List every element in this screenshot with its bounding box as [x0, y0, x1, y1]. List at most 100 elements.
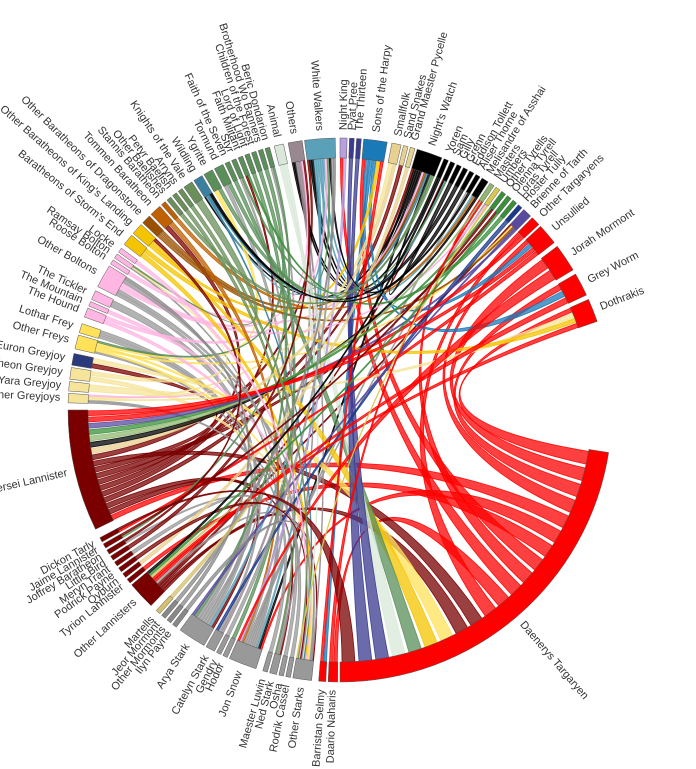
- arc-osha[interactable]: [278, 655, 288, 677]
- arc-sam[interactable]: [442, 161, 456, 182]
- arc-yara-greyjoy[interactable]: [68, 381, 90, 393]
- arc-ramsay-bolton[interactable]: [114, 253, 134, 270]
- arc-eddison-tollett[interactable]: [459, 170, 475, 192]
- arc-catelyn-stark[interactable]: [205, 628, 224, 652]
- arc-melisandre-of-asshai[interactable]: [471, 177, 489, 200]
- arc-other-targaryens[interactable]: [517, 217, 540, 239]
- label-sons-of-the-harpy: Sons of the Harpy: [371, 44, 394, 133]
- arc-maester-luwin[interactable]: [262, 651, 273, 673]
- arc-pyat-pree[interactable]: [348, 137, 355, 159]
- arc-jaime-lannister[interactable]: [102, 533, 124, 549]
- arc-the-thirteen[interactable]: [355, 138, 362, 160]
- arc-beric-dondarion[interactable]: [264, 146, 276, 169]
- arc-grenn[interactable]: [454, 167, 469, 188]
- arc-qyburn[interactable]: [122, 561, 142, 578]
- arc-wildling[interactable]: [193, 175, 213, 198]
- arc-other-mormonts[interactable]: [166, 604, 184, 624]
- arc-lord-of-light[interactable]: [244, 153, 257, 175]
- label-daenerys-targaryen: Daenerys Targaryen: [517, 619, 590, 702]
- arc-children-of-the-forest[interactable]: [251, 150, 263, 173]
- arc-baratheons-of-storm-s-end[interactable]: [123, 234, 148, 257]
- arc-little-bird[interactable]: [110, 545, 131, 561]
- chord-podrick-payne-other-starks: [134, 501, 308, 660]
- arc-arya-stark[interactable]: [179, 613, 215, 646]
- arc-faith-militant[interactable]: [237, 155, 251, 177]
- arc-ilyn-payne[interactable]: [172, 608, 189, 628]
- arc-other-baelishes[interactable]: [166, 196, 184, 216]
- arc-dothrakis[interactable]: [569, 299, 598, 329]
- arc-podrick-payne[interactable]: [118, 555, 138, 573]
- label-barristan-selmy: Barristan Selmy: [311, 689, 328, 768]
- arc-others[interactable]: [287, 140, 306, 163]
- arc-knights-of-the-vale[interactable]: [183, 181, 204, 204]
- arc-the-hound[interactable]: [84, 307, 107, 325]
- arc-martells[interactable]: [155, 595, 174, 615]
- arc-loras-tyrell[interactable]: [499, 199, 518, 219]
- arc-other-freys[interactable]: [74, 334, 99, 354]
- label-dothrakis: Dothrakis: [598, 284, 646, 312]
- arc-grand-maester-pycelle[interactable]: [404, 146, 416, 169]
- arc-rodrik-cassel[interactable]: [285, 656, 295, 678]
- arc-lothar-frey[interactable]: [78, 323, 102, 339]
- arc-barristan-selmy[interactable]: [318, 660, 328, 682]
- arc-roose-bolton[interactable]: [110, 259, 131, 275]
- arc-other-tyrells[interactable]: [489, 191, 506, 211]
- arc-ned-stark[interactable]: [269, 653, 282, 675]
- label-pyat-pree: Pyat Pree: [346, 82, 360, 131]
- arc-the-mountain[interactable]: [88, 301, 110, 314]
- arc-masters[interactable]: [478, 182, 495, 203]
- arc-other-baratheons-of-king-s-landing[interactable]: [132, 224, 157, 247]
- arc-stannis-baratheon[interactable]: [161, 201, 179, 221]
- arc-brotherhood-wo-banners[interactable]: [257, 148, 269, 170]
- arc-gilly[interactable]: [448, 164, 462, 185]
- label-yara-greyjoy: Yara Greyjoy: [0, 374, 62, 392]
- arc-jorah-mormont[interactable]: [540, 245, 574, 281]
- arc-other-baratheons-of-dragonstone[interactable]: [142, 215, 164, 237]
- label-cersei-lannister: Cersei Lannister: [0, 467, 69, 497]
- arc-hoster-tully[interactable]: [504, 204, 523, 224]
- arc-tommen-baratheon[interactable]: [150, 205, 174, 230]
- arc-other-lannisters[interactable]: [131, 571, 166, 607]
- arc-daario-naharis[interactable]: [327, 661, 339, 683]
- arc-locke[interactable]: [118, 247, 138, 265]
- arc-night-king[interactable]: [339, 137, 348, 159]
- arc-meryn-trant[interactable]: [114, 550, 134, 567]
- arc-dickon-tarly[interactable]: [99, 527, 120, 543]
- label-grey-worm: Grey Worm: [586, 249, 641, 286]
- arc-euron-greyjoy[interactable]: [71, 353, 94, 369]
- arc-joffrey-baratheon[interactable]: [106, 539, 127, 555]
- arc-brienne-of-tarth[interactable]: [509, 209, 532, 231]
- arc-yoren[interactable]: [436, 158, 449, 180]
- arc-sand-snakes[interactable]: [398, 145, 409, 167]
- arc-petyr-baelish[interactable]: [172, 192, 189, 212]
- arc-animal[interactable]: [273, 143, 288, 166]
- arc-other-boltons[interactable]: [97, 265, 127, 296]
- arc-arryns[interactable]: [177, 188, 195, 208]
- arc-grey-worm[interactable]: [557, 273, 587, 304]
- arc-night-s-watch[interactable]: [411, 148, 443, 177]
- arc-sons-of-the-harpy[interactable]: [361, 138, 388, 163]
- arc-tyrion-lannister[interactable]: [126, 566, 146, 584]
- arc-aliser-thorne[interactable]: [465, 174, 481, 195]
- arc-gendry[interactable]: [216, 634, 230, 655]
- arc-umbers[interactable]: [484, 186, 501, 207]
- arc-jon-snow[interactable]: [229, 639, 263, 670]
- arc-olenna-tyrell[interactable]: [494, 195, 512, 215]
- arc-smallfolk[interactable]: [387, 142, 402, 165]
- arc-ygritte[interactable]: [203, 169, 223, 193]
- arc-tormund[interactable]: [214, 164, 232, 187]
- arc-the-tickler[interactable]: [91, 290, 114, 308]
- arc-unsullied[interactable]: [525, 225, 555, 256]
- arc-cersei-lannister[interactable]: [67, 409, 114, 530]
- group-arcs: [67, 137, 609, 683]
- arc-white-walkers[interactable]: [304, 137, 336, 161]
- arc-theon-greyjoy[interactable]: [69, 367, 92, 382]
- arc-hodor[interactable]: [222, 637, 236, 658]
- arc-styr[interactable]: [231, 158, 244, 180]
- arc-other-greyjoys[interactable]: [67, 393, 89, 404]
- arc-daenerys-targaryen[interactable]: [339, 449, 609, 683]
- arc-jeor-mormont[interactable]: [161, 599, 179, 619]
- arc-faith-of-the-seven[interactable]: [224, 161, 238, 182]
- arc-other-starks[interactable]: [292, 657, 314, 681]
